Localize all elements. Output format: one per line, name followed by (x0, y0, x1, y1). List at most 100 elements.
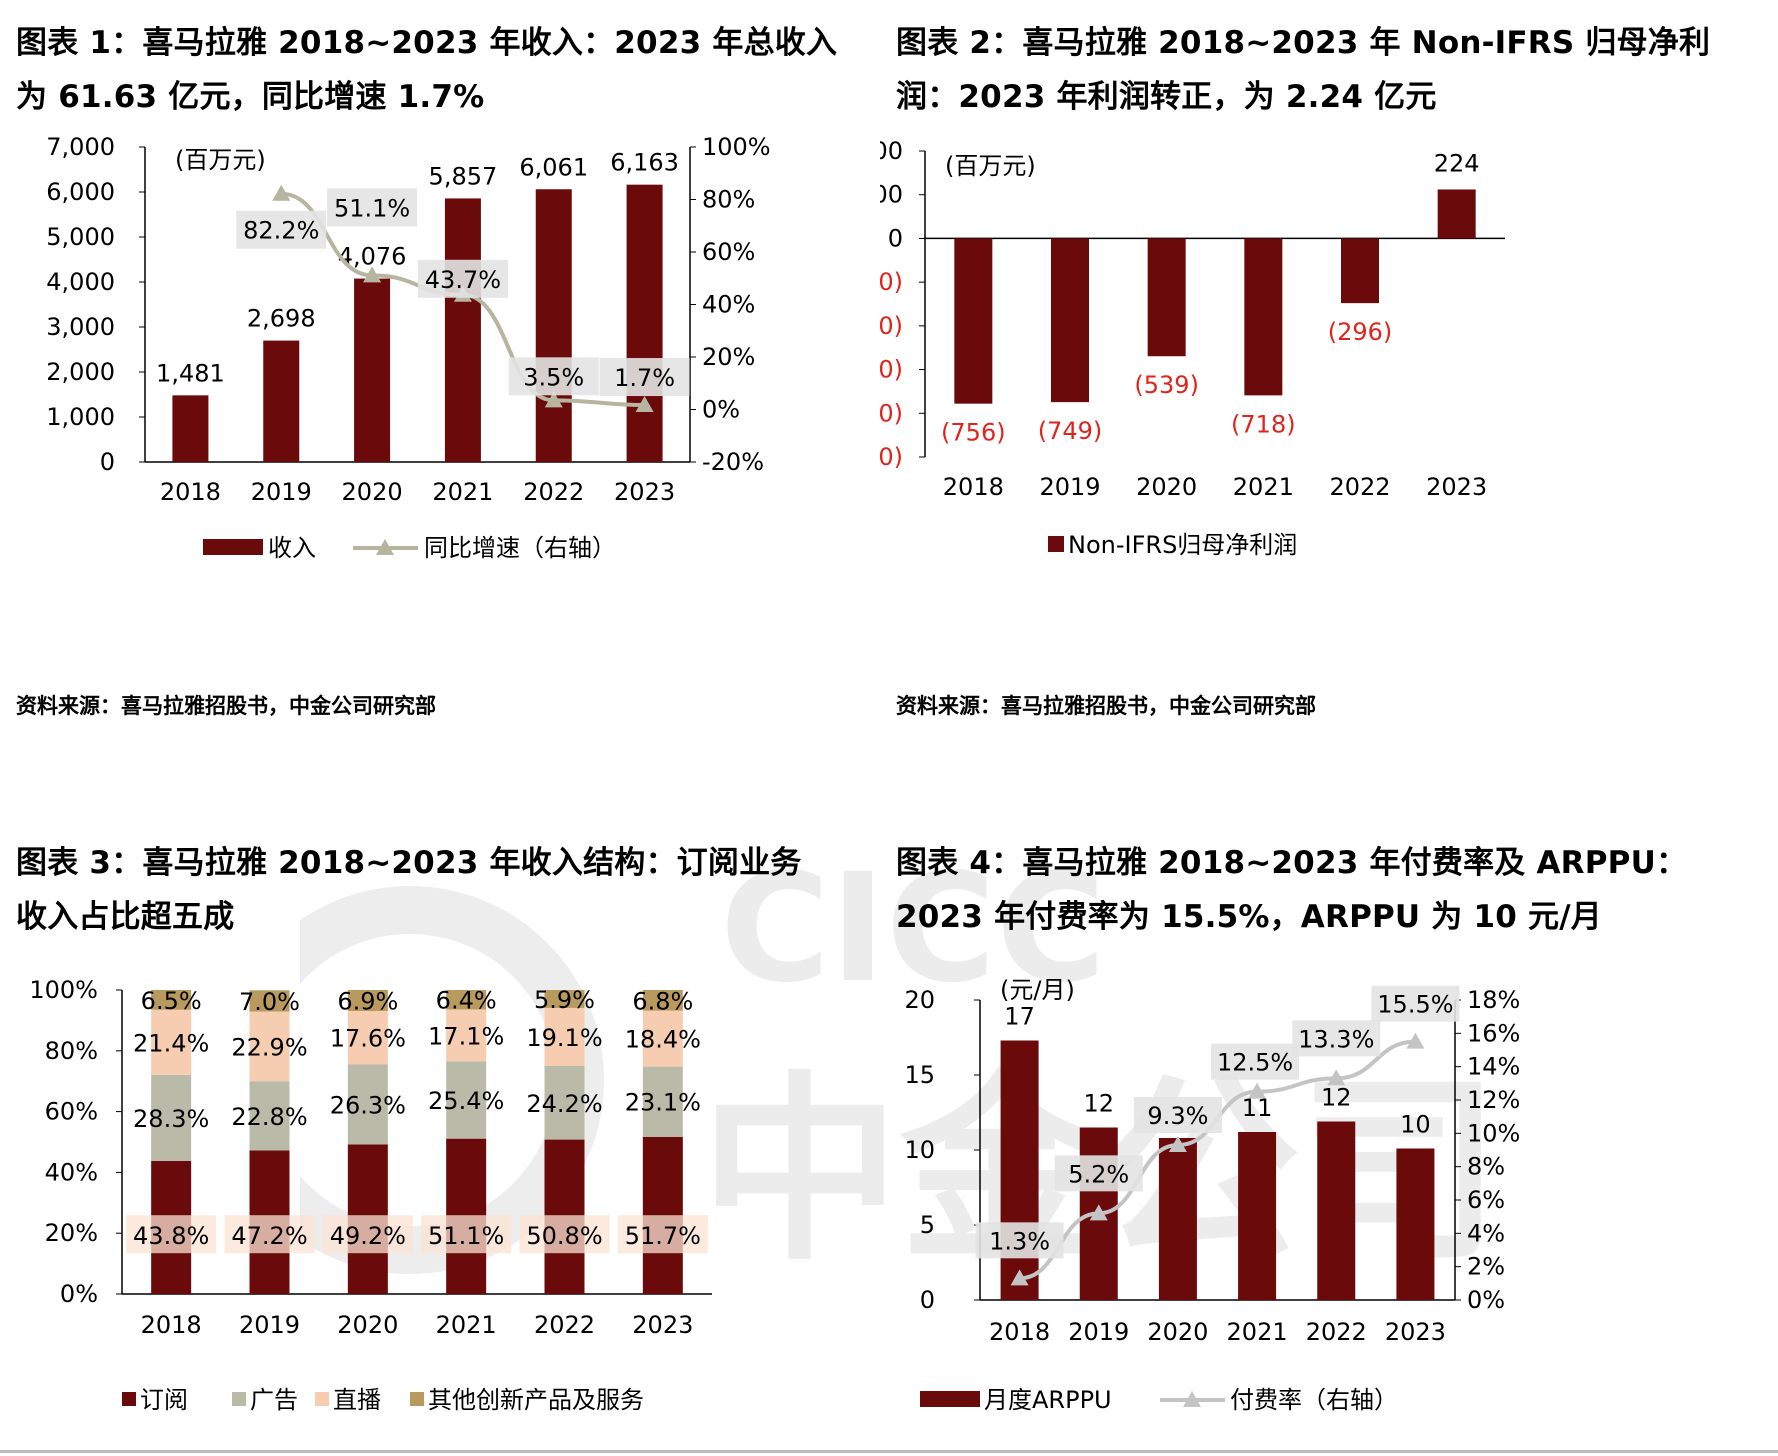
bar-arppu (1158, 1138, 1197, 1300)
stacked-bar-segment (249, 1011, 290, 1082)
stacked-bar-segment (544, 990, 585, 1008)
line-value-label: 5.2% (1068, 1160, 1129, 1188)
chart-1-source: 资料来源：喜马拉雅招股书，中金公司研究部 (16, 694, 436, 718)
segment-value-label: 21.4% (133, 1029, 209, 1057)
unit-label: (百万元) (175, 146, 266, 174)
line-label-box (508, 357, 599, 396)
stacked-bar-segment (347, 990, 388, 1011)
bar-value-label: 1,481 (156, 359, 225, 387)
stacked-bar-segment (446, 1061, 487, 1139)
y2-tick-label: 40% (702, 291, 755, 319)
segment-value-label: 6.9% (337, 987, 398, 1015)
x-tick-label: 2022 (534, 1311, 595, 1339)
x-tick-label: 2019 (1039, 473, 1100, 501)
legend-label-revenue: 收入 (268, 534, 316, 562)
y2-tick-label: 60% (702, 238, 755, 266)
segment-label-box (224, 1215, 315, 1254)
x-tick-label: 2020 (337, 1311, 398, 1339)
bar-value-label: (718) (1231, 410, 1296, 438)
stacked-bar-segment (642, 990, 683, 1011)
line-label-box (1211, 1043, 1300, 1080)
line-label-box (975, 1222, 1064, 1259)
x-tick-label: 2019 (251, 478, 312, 506)
legend-swatch-revenue (203, 539, 263, 555)
segment-value-label: 6.5% (141, 987, 202, 1015)
y-tick-label: 80% (45, 1037, 98, 1065)
line-point-marker (1248, 1082, 1267, 1099)
segment-value-label: 25.4% (428, 1087, 504, 1115)
y-tick-label: 4,000 (46, 268, 115, 296)
segment-value-label: 17.1% (428, 1022, 504, 1050)
line-label-box (417, 259, 508, 298)
segment-label-box (519, 1215, 610, 1254)
y2-tick-label: 12% (1467, 1086, 1520, 1114)
x-tick-label: 2018 (943, 473, 1004, 501)
segment-value-label: 7.0% (239, 988, 300, 1016)
y2-tick-label: 80% (702, 186, 755, 214)
bar-arppu (1317, 1121, 1356, 1300)
bar-value-label: 6,061 (519, 153, 588, 181)
x-tick-label: 2021 (436, 1311, 497, 1339)
y-tick-label: 0 (920, 1286, 935, 1314)
bar-value-label: 6,163 (610, 149, 679, 177)
line-value-label: 15.5% (1377, 991, 1453, 1019)
bar-value-label: 224 (1434, 149, 1480, 177)
segment-label-box (421, 1215, 512, 1254)
x-tick-label: 2019 (239, 1311, 300, 1339)
y2-tick-label: 20% (702, 343, 755, 371)
segment-value-label: 28.3% (133, 1105, 209, 1133)
chart-2-svg: (1,000) (800) (600) (400) (200) 0 200 400 (百万元) (… (880, 137, 1505, 559)
chart-panel-1: 图表 1：喜马拉雅 2018~2023 年收入：2023 年总收入 为 61.6… (0, 0, 880, 720)
stacked-bar-segment (642, 1066, 683, 1137)
line-label-box (236, 210, 327, 249)
segment-value-label: 19.1% (526, 1024, 602, 1052)
bar-revenue (172, 395, 209, 462)
bar-net-profit (1051, 238, 1089, 403)
stacked-bar-segment (446, 1009, 487, 1062)
y-tick-label: 0% (60, 1280, 98, 1308)
line-label-box (1054, 1155, 1143, 1192)
y-tick-label: 400 (880, 137, 903, 165)
stacked-bar-segment (151, 990, 192, 1010)
bar-value-label: (749) (1038, 417, 1103, 445)
segment-value-label: 6.8% (632, 987, 693, 1015)
chart-panel-2: 图表 2：喜马拉雅 2018~2023 年 Non-IFRS 归母净利 润：20… (880, 0, 1778, 720)
bar-value-label: 17 (1004, 1003, 1035, 1031)
y-tick-label: 20% (45, 1219, 98, 1247)
y-tick-label: (200) (880, 268, 903, 296)
stacked-bar-segment (249, 990, 290, 1012)
legend-label-growth: 同比增速（右轴） (424, 534, 616, 562)
legend-swatch (315, 1392, 329, 1406)
segment-value-label: 49.2% (330, 1222, 406, 1250)
legend-label-profit: Non-IFRS归母净利润 (1068, 531, 1297, 559)
segment-value-label: 6.4% (436, 987, 497, 1015)
legend-swatch-profit (1048, 536, 1064, 552)
line-point-marker (1089, 1204, 1108, 1221)
x-tick-label: 2023 (632, 1311, 693, 1339)
y-tick-label: (1,000) (880, 443, 903, 471)
line-point-marker (1168, 1136, 1187, 1152)
line-value-label: 82.2% (243, 217, 319, 245)
segment-value-label: 5.9% (534, 986, 595, 1014)
bar-value-label: 2,698 (247, 305, 316, 333)
x-tick-label: 2022 (1306, 1318, 1367, 1346)
legend-marker-growth (376, 539, 394, 555)
chart-4-title: 图表 4：喜马拉雅 2018~2023 年付费率及 ARPPU： 2023 年付… (896, 845, 1688, 935)
y-tick-label: 3,000 (46, 313, 115, 341)
y-tick-label: 0 (100, 448, 115, 476)
y2-tick-label: 10% (1467, 1119, 1520, 1147)
y-tick-label: 1,000 (46, 403, 115, 431)
line-value-label: 9.3% (1147, 1102, 1208, 1130)
x-tick-label: 2023 (1426, 473, 1487, 501)
y-tick-label: 20 (904, 986, 935, 1014)
segment-value-label: 43.8% (133, 1222, 209, 1250)
bar-revenue (444, 198, 481, 462)
bar-net-profit (1244, 238, 1283, 396)
stacked-bar-segment (347, 1010, 388, 1065)
line-value-label: 43.7% (425, 266, 501, 294)
line-label-box (599, 358, 690, 397)
y2-tick-label: 6% (1467, 1186, 1505, 1214)
segment-value-label: 51.7% (625, 1222, 701, 1250)
stacked-bar-segment (249, 1081, 290, 1151)
line-value-label: 3.5% (523, 363, 584, 391)
